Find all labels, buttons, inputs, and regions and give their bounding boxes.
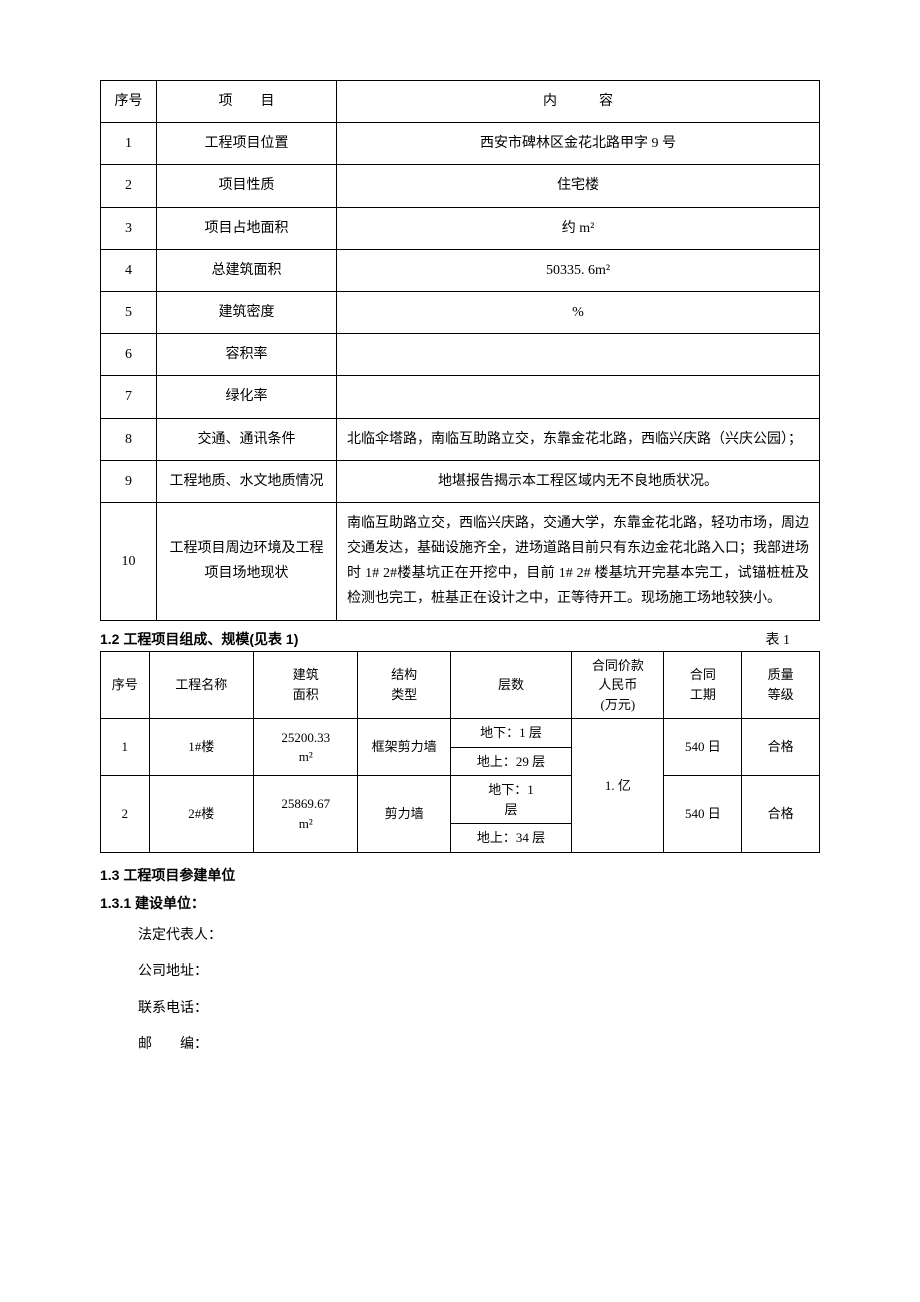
cell-seq: 2 [101, 165, 157, 207]
cell-quality: 合格 [742, 776, 820, 853]
cell-floor-underground: 地下：1层 [450, 776, 571, 824]
cell-content [337, 334, 820, 376]
document-page: 序号 项 目 内 容 1 工程项目位置 西安市碑林区金花北路甲字 9 号 2 项… [0, 0, 920, 1129]
header-seq: 序号 [101, 81, 157, 123]
table-row: 4 总建筑面积 50335. 6m² [101, 249, 820, 291]
cell-content: % [337, 291, 820, 333]
cell-seq: 8 [101, 418, 157, 460]
cell-item: 项目性质 [157, 165, 337, 207]
overview-table: 序号 项 目 内 容 1 工程项目位置 西安市碑林区金花北路甲字 9 号 2 项… [100, 80, 820, 621]
cell-seq: 6 [101, 334, 157, 376]
cell-content: 约 m² [337, 207, 820, 249]
cell-area: 25200.33m² [254, 719, 358, 776]
cell-structure: 框架剪力墙 [358, 719, 450, 776]
section-1-2-row: 1.2 工程项目组成、规模(见表 1) 表 1 [100, 629, 820, 649]
field-postcode: 邮编： [138, 1032, 820, 1059]
cell-seq: 3 [101, 207, 157, 249]
cell-seq: 2 [101, 776, 150, 853]
table-1-label: 表 1 [766, 629, 821, 649]
header-content: 内 容 [337, 81, 820, 123]
cell-content: 西安市碑林区金花北路甲字 9 号 [337, 123, 820, 165]
table-row: 8 交通、通讯条件 北临伞塔路，南临互助路立交，东靠金花北路，西临兴庆路（兴庆公… [101, 418, 820, 460]
project-scale-table: 序号 工程名称 建筑面积 结构类型 层数 合同价款人民币(万元) 合同工期 质量… [100, 651, 820, 853]
cell-structure: 剪力墙 [358, 776, 450, 853]
cell-floor-underground: 地下：1 层 [450, 719, 571, 748]
cell-seq: 5 [101, 291, 157, 333]
cell-item: 工程项目周边环境及工程项目场地现状 [157, 502, 337, 620]
cell-content: 南临互助路立交，西临兴庆路，交通大学，东靠金花北路，轻功市场，周边交通发达，基础… [337, 502, 820, 620]
cell-seq: 4 [101, 249, 157, 291]
cell-content: 地堪报告揭示本工程区域内无不良地质状况。 [337, 460, 820, 502]
cell-seq: 7 [101, 376, 157, 418]
cell-content: 北临伞塔路，南临互助路立交，东靠金花北路，西临兴庆路（兴庆公园）； [337, 418, 820, 460]
cell-content [337, 376, 820, 418]
cell-floor-aboveground: 地上：34 层 [450, 824, 571, 853]
hdr-price: 合同价款人民币(万元) [572, 651, 664, 719]
table-header-row: 序号 工程名称 建筑面积 结构类型 层数 合同价款人民币(万元) 合同工期 质量… [101, 651, 820, 719]
cell-item: 工程地质、水文地质情况 [157, 460, 337, 502]
table-row: 2 2#楼 25869.67m² 剪力墙 地下：1层 540 日 合格 [101, 776, 820, 824]
cell-item: 容积率 [157, 334, 337, 376]
cell-item: 项目占地面积 [157, 207, 337, 249]
section-1-3-title: 1.3 工程项目参建单位 [100, 865, 820, 885]
cell-item: 工程项目位置 [157, 123, 337, 165]
table-row: 7 绿化率 [101, 376, 820, 418]
table-row: 10 工程项目周边环境及工程项目场地现状 南临互助路立交，西临兴庆路，交通大学，… [101, 502, 820, 620]
hdr-period: 合同工期 [664, 651, 742, 719]
postcode-label-a: 邮 [138, 1037, 180, 1052]
table-row: 3 项目占地面积 约 m² [101, 207, 820, 249]
table-row: 5 建筑密度 % [101, 291, 820, 333]
cell-content: 住宅楼 [337, 165, 820, 207]
cell-floor-aboveground: 地上：29 层 [450, 747, 571, 776]
field-legal-rep: 法定代表人： [138, 923, 820, 950]
cell-seq: 1 [101, 719, 150, 776]
cell-seq: 1 [101, 123, 157, 165]
hdr-name: 工程名称 [149, 651, 253, 719]
table-row: 9 工程地质、水文地质情况 地堪报告揭示本工程区域内无不良地质状况。 [101, 460, 820, 502]
cell-name: 1#楼 [149, 719, 253, 776]
cell-item: 总建筑面积 [157, 249, 337, 291]
section-1-2-title: 1.2 工程项目组成、规模(见表 1) [100, 629, 298, 649]
cell-period: 540 日 [664, 719, 742, 776]
cell-seq: 10 [101, 502, 157, 620]
cell-name: 2#楼 [149, 776, 253, 853]
cell-seq: 9 [101, 460, 157, 502]
cell-period: 540 日 [664, 776, 742, 853]
cell-item: 绿化率 [157, 376, 337, 418]
table-row: 1 工程项目位置 西安市碑林区金花北路甲字 9 号 [101, 123, 820, 165]
field-phone: 联系电话： [138, 996, 820, 1023]
table-row: 2 项目性质 住宅楼 [101, 165, 820, 207]
hdr-structure: 结构类型 [358, 651, 450, 719]
table-header-row: 序号 项 目 内 容 [101, 81, 820, 123]
cell-content: 50335. 6m² [337, 249, 820, 291]
hdr-floors: 层数 [450, 651, 571, 719]
cell-area: 25869.67m² [254, 776, 358, 853]
table-row: 6 容积率 [101, 334, 820, 376]
cell-item: 建筑密度 [157, 291, 337, 333]
hdr-seq: 序号 [101, 651, 150, 719]
table-row: 1 1#楼 25200.33m² 框架剪力墙 地下：1 层 1. 亿 540 日… [101, 719, 820, 748]
cell-quality: 合格 [742, 719, 820, 776]
hdr-quality: 质量等级 [742, 651, 820, 719]
hdr-area: 建筑面积 [254, 651, 358, 719]
field-address: 公司地址： [138, 959, 820, 986]
cell-item: 交通、通讯条件 [157, 418, 337, 460]
cell-price: 1. 亿 [572, 719, 664, 853]
section-1-3-1-title: 1.3.1 建设单位： [100, 893, 820, 913]
header-item: 项 目 [157, 81, 337, 123]
postcode-label-b: 编： [180, 1037, 208, 1052]
